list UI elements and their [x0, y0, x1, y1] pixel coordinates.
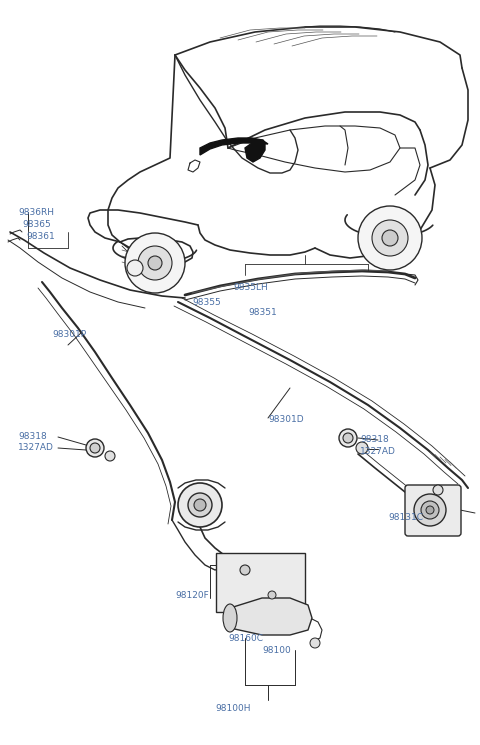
Text: 98361: 98361 [26, 232, 55, 241]
Text: 98301D: 98301D [268, 415, 304, 424]
Circle shape [86, 439, 104, 457]
Circle shape [127, 260, 143, 276]
Text: 1327AD: 1327AD [360, 447, 396, 456]
Text: 98131C: 98131C [388, 513, 423, 522]
Text: 98351: 98351 [248, 308, 277, 317]
Circle shape [194, 499, 206, 511]
Circle shape [188, 493, 212, 517]
Circle shape [138, 246, 172, 280]
Circle shape [310, 638, 320, 648]
Circle shape [240, 565, 250, 575]
Circle shape [372, 220, 408, 256]
Circle shape [433, 485, 443, 495]
Circle shape [356, 442, 368, 454]
Polygon shape [245, 140, 265, 162]
Text: 98100H: 98100H [215, 704, 251, 713]
Text: 9835LH: 9835LH [233, 283, 268, 292]
Circle shape [178, 483, 222, 527]
Ellipse shape [223, 604, 237, 632]
Text: 98160C: 98160C [228, 634, 263, 643]
Text: 98318: 98318 [360, 435, 389, 444]
Polygon shape [200, 138, 268, 155]
Circle shape [358, 206, 422, 270]
Circle shape [268, 591, 276, 599]
Text: 98100: 98100 [262, 646, 291, 655]
Polygon shape [226, 598, 312, 635]
Circle shape [148, 256, 162, 270]
Text: 98318: 98318 [18, 432, 47, 441]
Text: 98355: 98355 [192, 298, 221, 307]
Circle shape [343, 433, 353, 443]
Circle shape [90, 443, 100, 453]
FancyBboxPatch shape [405, 485, 461, 536]
Text: 1327AD: 1327AD [18, 443, 54, 452]
Circle shape [125, 233, 185, 293]
Text: 98365: 98365 [22, 220, 51, 229]
Circle shape [414, 494, 446, 526]
Circle shape [426, 506, 434, 514]
Circle shape [421, 501, 439, 519]
Circle shape [105, 451, 115, 461]
Text: 98301P: 98301P [52, 330, 86, 339]
Circle shape [382, 230, 398, 246]
Circle shape [339, 429, 357, 447]
Text: 98120F: 98120F [175, 591, 209, 600]
FancyBboxPatch shape [216, 553, 305, 612]
Text: 9836RH: 9836RH [18, 208, 54, 217]
